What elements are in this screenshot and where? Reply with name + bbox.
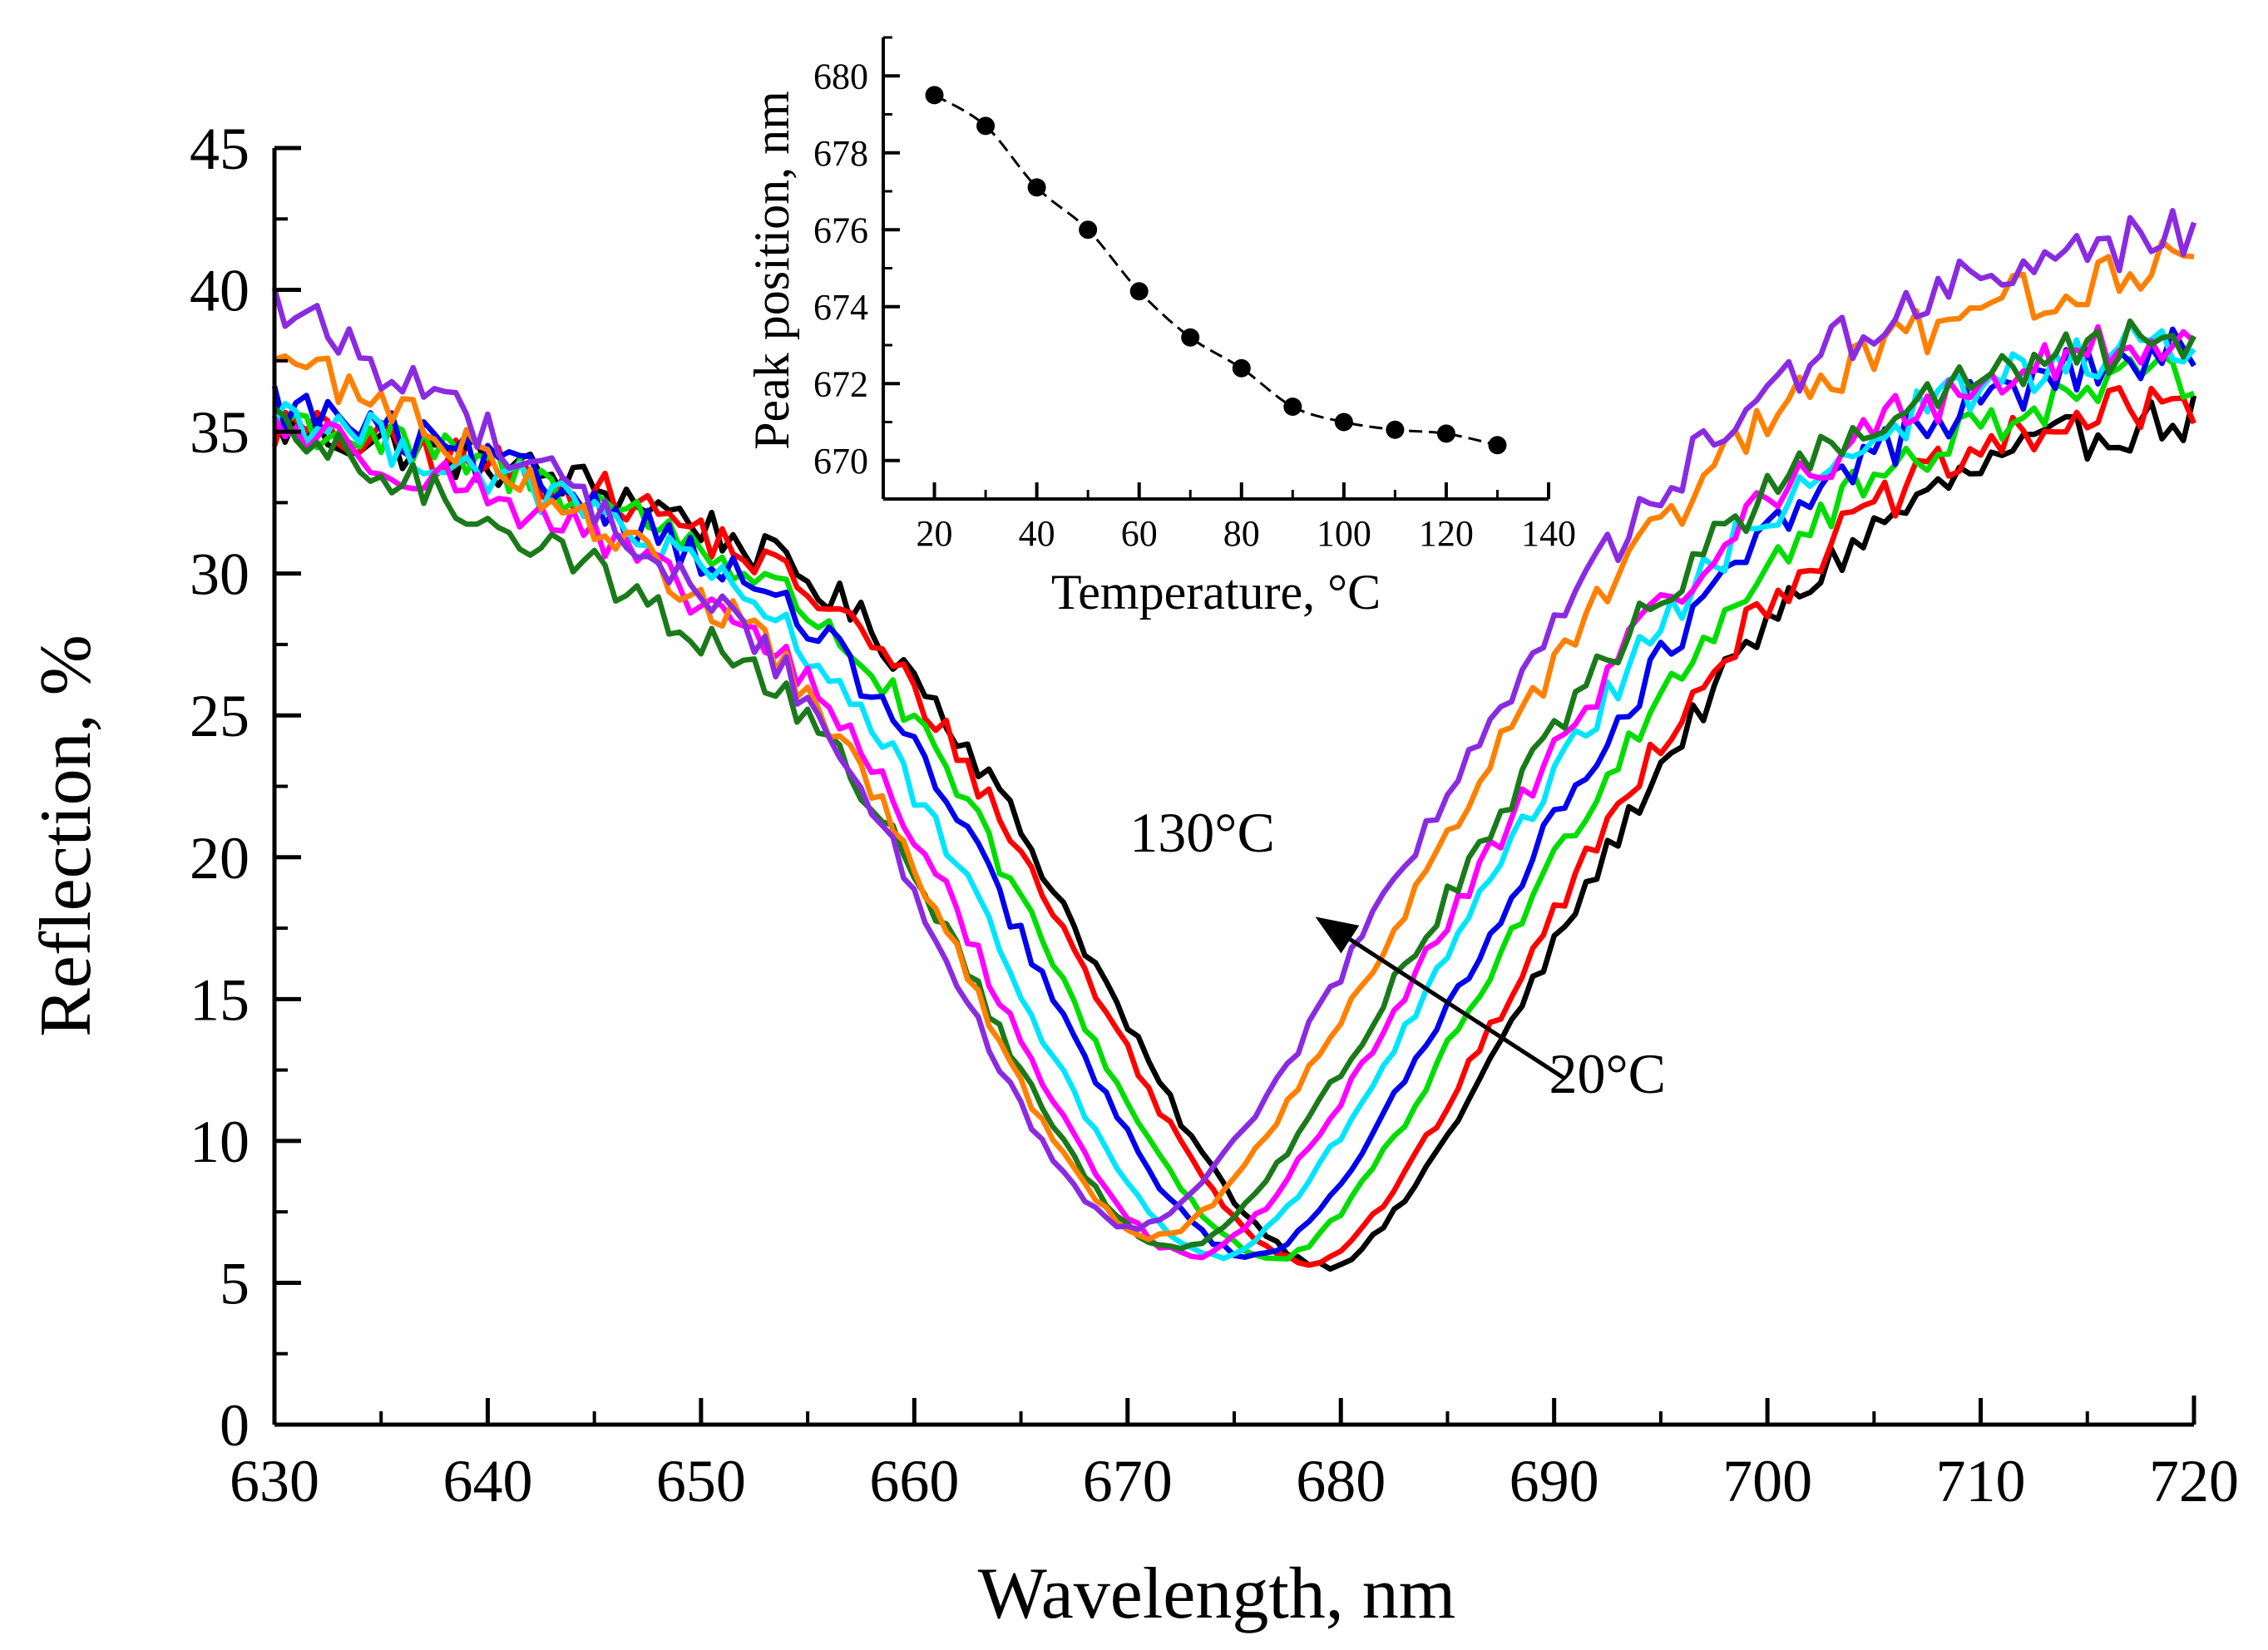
x-tick-label: 710 bbox=[1936, 1448, 2026, 1514]
inset-x-tick-label: 20 bbox=[917, 513, 953, 554]
y-tick-label: 40 bbox=[190, 258, 250, 324]
y-tick-label: 15 bbox=[190, 966, 250, 1033]
inset-axes bbox=[882, 36, 1550, 501]
inset-data-point-90 bbox=[1283, 398, 1302, 416]
x-tick-label: 720 bbox=[2149, 1448, 2239, 1514]
inset-data-point-100 bbox=[1334, 412, 1353, 432]
inset-y-tick-label: 680 bbox=[813, 56, 868, 96]
inset-data-point-130 bbox=[1488, 436, 1507, 455]
temperature-arrowhead bbox=[1315, 916, 1360, 954]
temperature-arrow bbox=[1349, 937, 1566, 1080]
y-tick-label: 45 bbox=[190, 116, 250, 182]
inset-y-tick-label: 676 bbox=[813, 210, 868, 250]
inset-data-point-120 bbox=[1436, 424, 1455, 443]
inset-x-tick-label: 40 bbox=[1019, 513, 1055, 554]
spectrum-series-130c bbox=[271, 208, 2197, 1233]
main-tick-labels: 630 640 650 660 670 680 690 700 710 720 0 5 10 15 20 25… bbox=[190, 116, 2239, 1514]
inset-y-tick-label: 670 bbox=[813, 441, 868, 482]
spectrum-series-60c bbox=[272, 321, 2196, 1262]
y-tick-label: 30 bbox=[190, 541, 250, 608]
inset-data-point-80 bbox=[1232, 358, 1251, 378]
inset-x-tick-label: 140 bbox=[1521, 513, 1576, 554]
inset-tick-labels: 20 40 60 80 100 120 140 670 672 674 676 678 680 bbox=[813, 56, 1576, 554]
main-annotations: 130°C 20°C bbox=[1129, 801, 1666, 1105]
x-tick-label: 690 bbox=[1510, 1448, 1599, 1514]
x-tick-label: 660 bbox=[869, 1448, 959, 1514]
inset-x-tick-label: 80 bbox=[1223, 513, 1260, 554]
main-x-axis-title: Wavelength, nm bbox=[978, 1554, 1456, 1634]
y-tick-label: 0 bbox=[220, 1392, 250, 1459]
main-chart: 630 640 650 660 670 680 690 700 710 720 0 5 10 15 20 25… bbox=[26, 116, 2239, 1634]
inset-x-axis-title: Temperature, °C bbox=[1051, 565, 1381, 620]
inset-y-axis-title: Peak position, nm bbox=[744, 91, 799, 450]
inset-chart: 20 40 60 80 100 120 140 670 672 674 676 678 680 Temp… bbox=[744, 36, 1576, 620]
inset-x-tick-label: 60 bbox=[1121, 513, 1158, 554]
spectrum-series-80c bbox=[273, 318, 2196, 1252]
main-axes bbox=[272, 146, 2196, 1427]
x-tick-label: 650 bbox=[656, 1448, 746, 1514]
x-tick-label: 630 bbox=[230, 1448, 319, 1514]
inset-trend-line bbox=[933, 94, 1498, 447]
inset-data-point-60 bbox=[1129, 282, 1149, 301]
spectrum-series-90c bbox=[274, 239, 2195, 1242]
x-tick-label: 640 bbox=[442, 1448, 532, 1514]
inset-x-tick-label: 100 bbox=[1317, 513, 1371, 554]
y-tick-label: 25 bbox=[190, 683, 250, 749]
annotation-130c: 130°C bbox=[1129, 801, 1275, 864]
inset-data-point-40 bbox=[1027, 178, 1046, 197]
inset-y-tick-label: 672 bbox=[813, 363, 868, 404]
inset-data-point-110 bbox=[1386, 420, 1405, 439]
inset-data-point-70 bbox=[1181, 328, 1200, 347]
main-series-group bbox=[271, 208, 2197, 1272]
inset-y-tick-label: 678 bbox=[813, 133, 868, 174]
main-y-axis-title: Reflection, % bbox=[26, 635, 106, 1037]
x-tick-label: 680 bbox=[1296, 1448, 1386, 1514]
inset-data-point-20 bbox=[925, 86, 944, 105]
inset-data-point-30 bbox=[976, 116, 996, 136]
inset-series bbox=[925, 86, 1507, 455]
x-tick-label: 700 bbox=[1722, 1448, 1812, 1514]
spectrum-series-50c bbox=[271, 326, 2196, 1260]
annotation-20c: 20°C bbox=[1549, 1042, 1666, 1105]
inset-data-point-50 bbox=[1079, 220, 1098, 240]
y-tick-label: 10 bbox=[190, 1109, 250, 1175]
y-tick-label: 35 bbox=[190, 399, 250, 466]
inset-y-tick-label: 674 bbox=[813, 287, 868, 328]
y-tick-label: 5 bbox=[220, 1250, 250, 1317]
y-tick-label: 20 bbox=[190, 825, 250, 892]
spectrum-series-70c bbox=[272, 324, 2196, 1261]
x-tick-label: 670 bbox=[1083, 1448, 1173, 1514]
inset-x-tick-label: 120 bbox=[1419, 513, 1474, 554]
